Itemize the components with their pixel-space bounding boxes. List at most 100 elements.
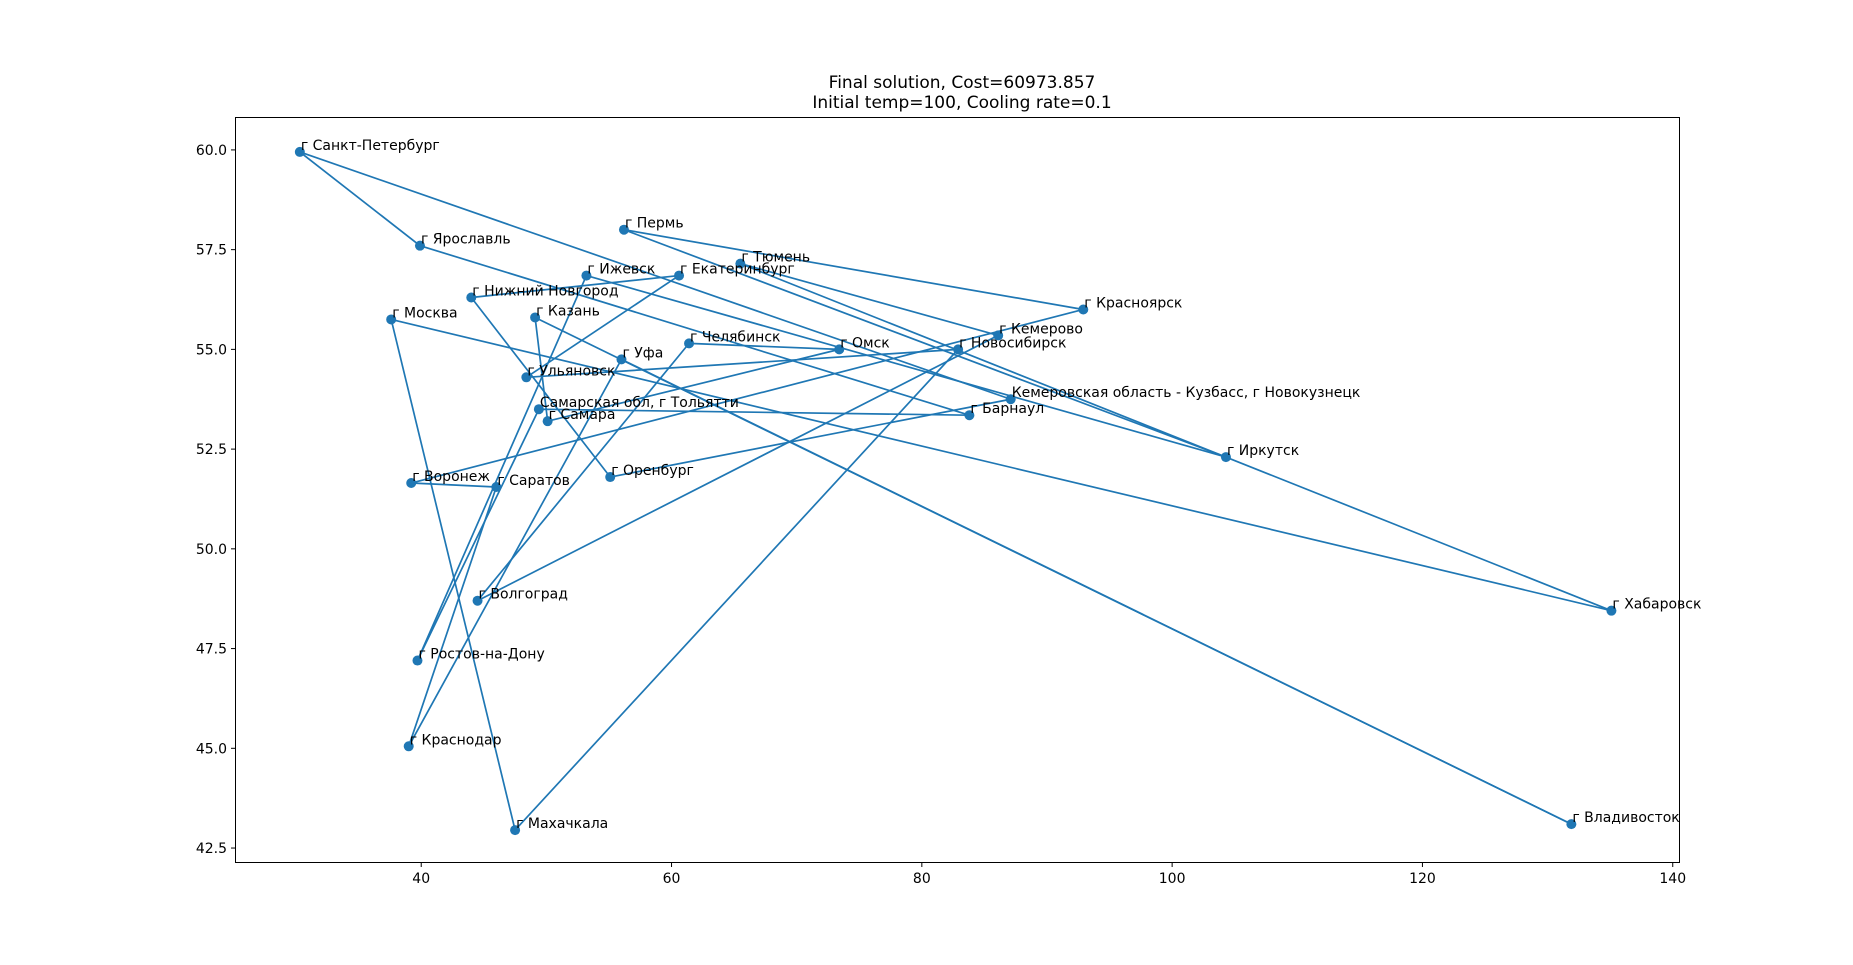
route-segment [476, 342, 690, 602]
route-lines [298, 151, 1613, 831]
route-segment [609, 398, 1012, 478]
city-point [684, 338, 695, 349]
route-segment [416, 408, 540, 662]
city-label: г Самара [549, 407, 616, 423]
city-point [964, 410, 975, 421]
y-tick-label: 42.5 [196, 841, 227, 857]
city-label: г Ярославль [421, 232, 511, 248]
city-point [1220, 452, 1231, 463]
city-label: г Барнаул [970, 401, 1044, 417]
city-point [294, 146, 305, 157]
city-labels: г Санкт-Петербург г Ярославль г Пермь г Тюм… [301, 138, 1702, 832]
route-segment [623, 228, 1227, 458]
x-tick-label: 60 [663, 871, 681, 887]
route-segment [410, 308, 1085, 484]
city-label: г Саратов [497, 473, 570, 489]
y-tick-label: 60.0 [196, 143, 227, 159]
x-tick-label: 140 [1659, 871, 1686, 887]
route-segment [470, 274, 680, 299]
route-segment [534, 316, 549, 423]
city-point [406, 478, 417, 489]
x-tick-label: 80 [913, 871, 931, 887]
city-point [414, 240, 425, 251]
city-label: г Нижний Новгород [472, 284, 618, 300]
city-label: г Владивосток [1572, 810, 1679, 826]
y-tick-label: 52.5 [196, 442, 227, 458]
city-label: г Омск [840, 335, 890, 351]
x-tick-label: 100 [1159, 871, 1186, 887]
city-label: г Екатеринбург [680, 262, 795, 278]
route-segment [525, 348, 959, 379]
route-segment [298, 151, 1012, 401]
city-point [581, 270, 592, 281]
route-segment [688, 342, 841, 351]
x-axis: 40 60 80 100 120 140 [412, 862, 1686, 887]
route-segment [407, 358, 623, 748]
city-label: г Иркутск [1227, 443, 1299, 459]
city-points [294, 146, 1617, 836]
city-label: Самарская обл, г Тольятти [540, 395, 739, 411]
route-segment [534, 316, 1573, 825]
city-point [1606, 605, 1617, 616]
city-label: г Ульяновск [527, 363, 615, 379]
y-tick-label: 45.0 [196, 741, 227, 757]
city-label: г Ростов-на-Дону [418, 647, 544, 663]
city-label: г Волгоград [479, 587, 568, 603]
city-point [618, 224, 629, 235]
route-segment [739, 262, 1000, 337]
route-segment [514, 348, 959, 831]
city-label: г Махачкала [516, 816, 608, 832]
route-segment [525, 274, 680, 379]
route-segment [419, 244, 971, 417]
route-segment [416, 274, 588, 662]
city-label: г Ижевск [587, 262, 655, 278]
city-point [491, 482, 502, 493]
route-segment [298, 151, 421, 247]
chart-title: Final solution, Cost=60973.857 Initial t… [812, 73, 1111, 113]
chart-title-line-2: Initial temp=100, Cooling rate=0.1 [812, 93, 1111, 113]
city-point [530, 312, 541, 323]
city-point [605, 472, 616, 483]
city-point [510, 825, 521, 836]
route-segment [410, 482, 498, 488]
city-label: г Оренбург [611, 463, 694, 479]
city-point [834, 344, 845, 355]
city-point [542, 416, 553, 427]
city-label: г Казань [536, 303, 600, 319]
city-label: г Москва [392, 305, 457, 321]
city-point [533, 404, 544, 415]
city-label: г Кемерово [999, 321, 1083, 337]
x-tick-label: 40 [412, 871, 430, 887]
city-point [472, 595, 483, 606]
route-segment [623, 228, 1085, 311]
route-segment [585, 274, 1227, 458]
city-label: г Новосибирск [959, 335, 1066, 351]
city-point [616, 354, 627, 365]
city-point [1566, 819, 1577, 830]
plot-area-frame [235, 117, 1680, 863]
city-label: г Краснодар [410, 732, 502, 748]
city-point [953, 344, 964, 355]
city-label: г Санкт-Петербург [301, 138, 440, 154]
city-point [386, 314, 397, 325]
y-tick-label: 50.0 [196, 542, 227, 558]
route-segment [470, 296, 612, 478]
city-label: г Челябинск [690, 329, 780, 345]
y-tick-label: 47.5 [196, 642, 227, 658]
city-label: г Тюмень [741, 250, 810, 266]
chart-title-line-1: Final solution, Cost=60973.857 [829, 73, 1096, 93]
route-segment [390, 318, 1613, 612]
city-point [674, 270, 685, 281]
city-point [1005, 394, 1016, 405]
route-segment [407, 486, 498, 748]
city-point [1078, 304, 1089, 315]
city-point [735, 258, 746, 269]
route-segment [390, 318, 516, 831]
city-point [466, 292, 477, 303]
city-point [412, 655, 423, 666]
route-segment [476, 334, 1000, 602]
route-segment [739, 262, 1613, 612]
city-label: г Воронеж [412, 469, 490, 485]
